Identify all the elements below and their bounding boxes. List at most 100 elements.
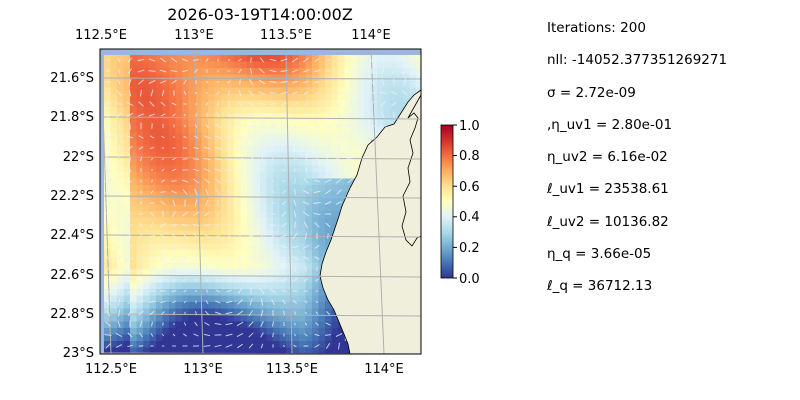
field-cell: [117, 295, 124, 303]
field-cell: [318, 243, 326, 251]
current-arrow: [271, 243, 275, 251]
field-cell: [143, 256, 150, 264]
field-cell: [201, 61, 209, 69]
current-arrow: [369, 79, 375, 85]
field-cell: [299, 81, 306, 88]
field-cell: [331, 178, 339, 186]
field-cell: [370, 61, 378, 69]
field-cell: [104, 276, 111, 283]
field-cell: [312, 237, 319, 244]
current-arrow: [203, 157, 211, 161]
current-arrow: [293, 158, 297, 160]
field-cell: [201, 185, 209, 192]
current-arrow: [304, 232, 308, 240]
field-cell: [175, 211, 183, 218]
field-cell: [364, 113, 371, 121]
field-cell: [195, 172, 202, 179]
field-cell: [117, 204, 124, 212]
field-cell: [247, 217, 254, 225]
field-cell: [312, 230, 319, 238]
field-cell: [312, 302, 319, 309]
current-arrow: [204, 178, 210, 184]
field-cell: [325, 126, 332, 134]
field-cell: [383, 120, 391, 127]
field-cell: [273, 61, 280, 69]
field-cell: [260, 113, 267, 121]
field-cell: [201, 341, 209, 348]
field-cell: [318, 68, 326, 75]
field-cell: [136, 126, 144, 134]
field-cell: [299, 217, 306, 225]
field-cell: [214, 347, 222, 354]
field-cell: [312, 126, 319, 134]
field-cell: [162, 211, 170, 218]
current-arrow: [116, 179, 122, 183]
field-cell: [169, 315, 176, 322]
field-cell: [143, 172, 150, 179]
current-arrow: [105, 298, 111, 306]
field-cell: [214, 224, 222, 231]
field-cell: [182, 334, 189, 342]
field-cell: [240, 328, 248, 335]
field-cell: [240, 120, 248, 127]
current-arrow: [304, 333, 308, 337]
field-cell: [292, 178, 300, 186]
field-cell: [201, 263, 209, 270]
current-arrow: [105, 321, 111, 327]
current-arrow: [249, 212, 253, 216]
field-cell: [299, 126, 306, 134]
current-arrow: [293, 168, 297, 172]
field-cell: [318, 94, 326, 101]
field-cell: [318, 74, 326, 82]
field-cell: [110, 139, 118, 147]
current-arrow: [269, 103, 277, 105]
field-cell: [117, 185, 124, 192]
current-arrow: [106, 266, 110, 272]
current-arrow: [325, 222, 331, 228]
field-cell: [143, 204, 150, 212]
current-arrow: [127, 145, 133, 151]
field-cell: [227, 211, 235, 218]
field-cell: [305, 126, 313, 134]
field-cell: [312, 113, 319, 121]
field-cell: [136, 276, 144, 283]
field-cell: [162, 191, 170, 199]
field-cell: [221, 61, 228, 69]
field-cell: [149, 172, 157, 179]
field-cell: [104, 165, 111, 173]
field-cell: [338, 94, 345, 101]
current-arrow: [414, 78, 418, 86]
field-cell: [273, 217, 280, 225]
field-cell: [390, 87, 397, 95]
field-cell: [305, 191, 313, 199]
field-cell: [188, 120, 196, 127]
field-cell: [149, 289, 157, 296]
field-cell: [143, 243, 150, 251]
current-arrow: [183, 113, 187, 117]
field-cell: [214, 139, 222, 147]
field-cell: [318, 100, 326, 108]
field-cell: [318, 146, 326, 153]
field-cell: [292, 126, 300, 134]
field-cell: [312, 276, 319, 283]
field-cell: [130, 165, 137, 173]
current-arrow: [237, 299, 243, 305]
field-cell: [208, 341, 215, 348]
field-cell: [195, 120, 202, 127]
field-cell: [273, 126, 280, 134]
field-cell: [227, 282, 235, 290]
field-cell: [221, 347, 228, 354]
field-cell: [182, 302, 189, 309]
field-cell: [260, 341, 267, 348]
current-arrow: [280, 234, 288, 238]
field-cell: [188, 178, 196, 186]
current-arrow: [216, 91, 220, 95]
current-arrow: [271, 298, 275, 306]
field-cell: [143, 237, 150, 244]
field-cell: [227, 263, 235, 270]
current-arrow: [248, 167, 254, 173]
current-arrow: [150, 254, 154, 262]
current-arrow: [214, 135, 222, 139]
field-cell: [156, 250, 163, 257]
field-cell: [214, 61, 222, 69]
